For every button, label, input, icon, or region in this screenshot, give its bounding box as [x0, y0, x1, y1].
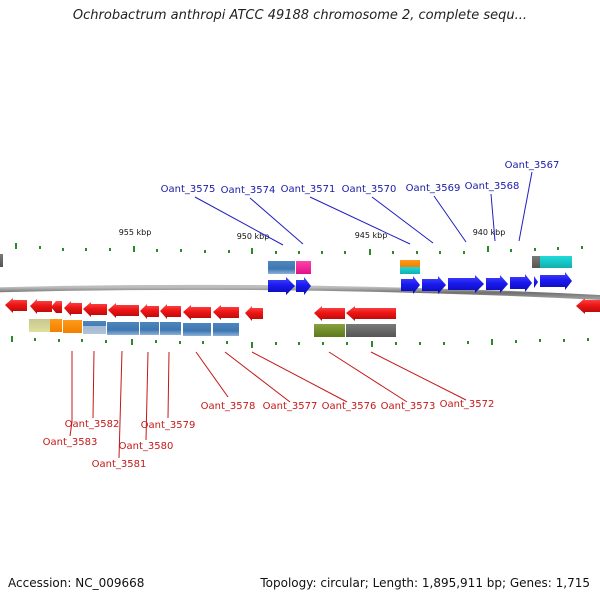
gene-arrow[interactable] — [422, 276, 446, 294]
gene-label-oant-3575[interactable]: Oant_3575 — [161, 184, 216, 195]
gene-arrow[interactable] — [213, 305, 239, 320]
gene-label-oant-3572[interactable]: Oant_3572 — [440, 399, 495, 410]
reverse-cog-blocks — [29, 319, 396, 337]
gene-label-oant-3582[interactable]: Oant_3582 — [65, 419, 120, 430]
gene-label-oant-3574[interactable]: Oant_3574 — [221, 185, 276, 196]
gene-arrow[interactable] — [64, 301, 82, 316]
gene-arrow[interactable] — [346, 306, 396, 321]
forward-leader-lines — [194, 171, 533, 246]
forward-cog-blocks — [0, 254, 572, 274]
gene-label-oant-3570[interactable]: Oant_3570 — [342, 184, 397, 195]
gene-label-oant-3568[interactable]: Oant_3568 — [465, 181, 520, 192]
gene-label-oant-3569[interactable]: Oant_3569 — [406, 183, 461, 194]
scale-label: 945 kbp — [355, 231, 388, 240]
gene-arrow[interactable] — [268, 277, 295, 295]
gene-arrow[interactable] — [108, 303, 139, 318]
topology-info: Topology: circular; Length: 1,895,911 bp… — [260, 576, 590, 590]
gene-label-oant-3567[interactable]: Oant_3567 — [505, 160, 560, 171]
scale-labels: 955 kbp 950 kbp 945 kbp 940 kbp — [119, 228, 506, 241]
gene-label-oant-3571[interactable]: Oant_3571 — [281, 184, 336, 195]
gene-label-oant-3581[interactable]: Oant_3581 — [92, 459, 147, 470]
forward-gene-labels: Oant_3575 Oant_3574 Oant_3571 Oant_3570 … — [161, 160, 560, 196]
scale-label: 950 kbp — [237, 232, 270, 241]
gene-arrow[interactable] — [296, 277, 311, 295]
gene-label-oant-3573[interactable]: Oant_3573 — [381, 401, 436, 412]
gene-arrow[interactable] — [140, 304, 159, 319]
gene-label-oant-3576[interactable]: Oant_3576 — [322, 401, 377, 412]
gene-arrow[interactable] — [510, 274, 532, 292]
outer-tick-marks — [15, 243, 583, 255]
accession-info: Accession: NC_009668 — [8, 576, 145, 590]
gene-arrow[interactable] — [245, 306, 263, 321]
scale-label: 940 kbp — [473, 228, 506, 237]
gene-arrow[interactable] — [534, 276, 538, 288]
gene-arrow[interactable] — [486, 275, 508, 293]
gene-label-oant-3577[interactable]: Oant_3577 — [263, 401, 318, 412]
page-title: Ochrobactrum anthropi ATCC 49188 chromos… — [72, 8, 528, 23]
gene-label-oant-3583[interactable]: Oant_3583 — [43, 437, 98, 448]
reverse-leader-lines — [69, 350, 467, 459]
gene-arrow[interactable] — [401, 276, 420, 294]
gene-label-oant-3580[interactable]: Oant_3580 — [119, 441, 174, 452]
gene-arrow[interactable] — [314, 306, 345, 321]
reverse-gene-labels: Oant_3583 Oant_3582 Oant_3581 Oant_3580 … — [43, 399, 495, 470]
gene-arrow[interactable] — [51, 301, 62, 313]
gene-arrow[interactable] — [448, 275, 484, 293]
gene-arrow[interactable] — [83, 302, 107, 317]
scale-label: 955 kbp — [119, 228, 152, 237]
gene-arrow[interactable] — [183, 305, 211, 320]
gene-arrow[interactable] — [160, 304, 181, 319]
gene-arrow[interactable] — [5, 298, 27, 313]
gene-arrow[interactable] — [540, 272, 572, 290]
gene-label-oant-3578[interactable]: Oant_3578 — [201, 401, 256, 412]
gene-arrow[interactable] — [30, 299, 52, 314]
gene-arrow[interactable] — [576, 298, 600, 314]
forward-gene-arrows — [268, 272, 572, 295]
reverse-gene-arrows — [5, 298, 600, 321]
inner-tick-marks — [11, 336, 589, 348]
gene-label-oant-3579[interactable]: Oant_3579 — [141, 420, 196, 431]
